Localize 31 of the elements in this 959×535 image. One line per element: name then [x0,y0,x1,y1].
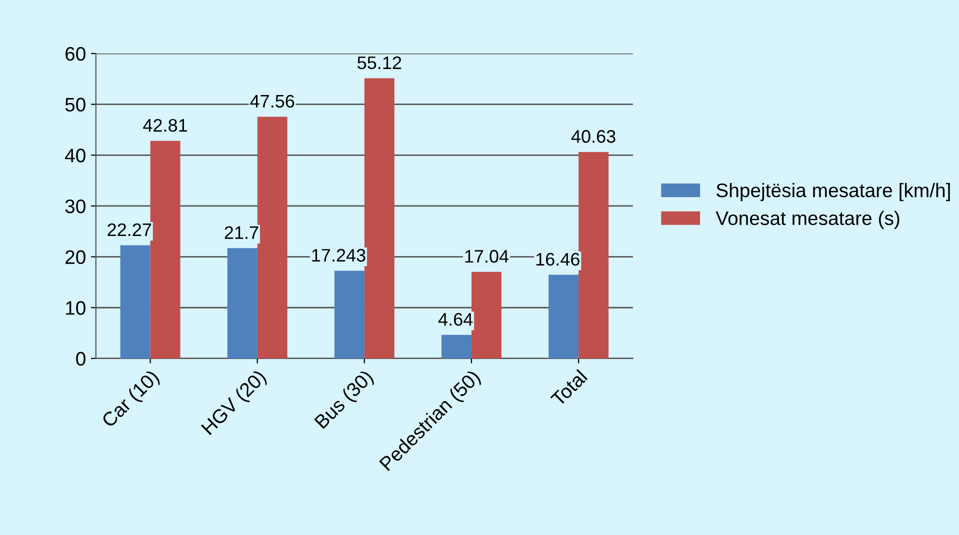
legend-label: Shpejtësia mesatare [km/h] [716,182,950,202]
y-tick-label: 0 [76,352,86,366]
y-tick-label: 40 [65,148,86,162]
bar [227,248,258,358]
data-label: 55.12 [358,56,402,70]
data-label: 40.63 [571,130,616,143]
x-tick-label: Bus (30) [314,369,376,432]
data-label: 47.56 [250,94,294,108]
y-tick-label: 20 [66,250,86,264]
bar [150,140,180,358]
x-tick-label: Car (10) [100,369,162,431]
y-tick-label: 10 [66,301,86,315]
legend-label: Vonesat mesatare (s) [716,210,900,229]
data-label: 22.27 [108,223,152,236]
bar [471,272,502,358]
bar [120,245,150,358]
data-label: 42.81 [143,118,187,132]
bar [442,334,472,358]
y-tick-label: 50 [65,98,86,112]
bar [364,78,394,358]
data-label: 17.243 [312,248,366,262]
y-tick-label: 60 [66,46,86,61]
y-tick-label: 30 [65,199,86,214]
bar [578,152,609,358]
data-label: 16.46 [536,252,580,266]
bar [257,116,288,358]
bar [548,274,579,358]
data-label: 4.64 [438,312,473,326]
data-label: 17.04 [465,250,509,263]
bar [334,270,364,358]
data-label: 21.7 [224,226,258,239]
